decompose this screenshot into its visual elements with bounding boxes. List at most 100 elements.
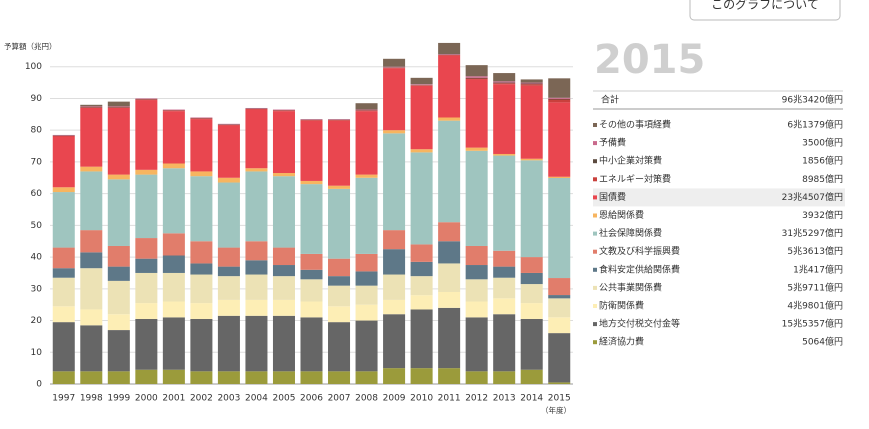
- bar-segment: [493, 81, 516, 83]
- panel-amount: 3932億円: [802, 209, 843, 221]
- bar-segment: [245, 371, 268, 384]
- x-tick-label: 2001: [162, 394, 185, 404]
- bar-segment: [410, 149, 433, 153]
- bar-segment: [52, 371, 75, 384]
- bar-segment: [438, 291, 461, 308]
- panel-amount: 3500億円: [802, 137, 843, 149]
- bar-segment: [383, 274, 406, 300]
- bar-segment: [410, 309, 433, 369]
- legend-swatch: [593, 177, 597, 182]
- bar-segment: [190, 371, 213, 384]
- bar-segment: [217, 266, 240, 277]
- bar-segment: [162, 109, 185, 111]
- bar-segment: [245, 109, 268, 169]
- bar-segment: [300, 184, 323, 254]
- bar-segment: [355, 109, 378, 111]
- bar-segment: [80, 309, 103, 326]
- bar-segment: [548, 178, 571, 279]
- x-tick-label: 2003: [217, 394, 240, 404]
- bar-segment: [355, 253, 378, 272]
- bar-segment: [355, 103, 378, 110]
- legend-swatch: [593, 159, 597, 164]
- bar-segment: [80, 107, 103, 108]
- bar-segment: [465, 79, 488, 148]
- bar-segment: [217, 247, 240, 267]
- bar-segment: [135, 272, 158, 304]
- about-button[interactable]: [689, 0, 841, 21]
- bar-segment: [135, 169, 158, 175]
- legend-label: 社会保障関係費: [599, 227, 662, 239]
- bar-segment: [245, 107, 268, 109]
- bar-segment: [300, 279, 323, 302]
- bar-segment: [217, 177, 240, 183]
- bar-segment: [80, 104, 103, 107]
- bar-segment: [465, 371, 488, 384]
- bar-segment: [548, 176, 571, 179]
- bar-segment: [162, 272, 185, 302]
- legend-label: 恩給関係費: [599, 209, 644, 221]
- bar-segment: [162, 317, 185, 370]
- y-tick-label: 80: [31, 126, 43, 136]
- bar-segment: [190, 318, 213, 372]
- bar-segment: [162, 163, 185, 169]
- bar-segment: [272, 315, 295, 372]
- about-button-label[interactable]: このグラフについて: [711, 0, 819, 12]
- bar-segment: [300, 180, 323, 185]
- bar-segment: [162, 255, 185, 273]
- bar-segment: [520, 257, 543, 273]
- bar-segment: [548, 382, 571, 384]
- bar-segment: [52, 268, 75, 278]
- panel-year: 2015: [594, 37, 705, 83]
- legend-swatch: [593, 304, 597, 308]
- bar-segment: [548, 295, 571, 299]
- bar-segment: [438, 54, 461, 55]
- bar-segment: [190, 303, 213, 319]
- bar-segment: [190, 274, 213, 304]
- bar-segment: [410, 261, 433, 277]
- legend-swatch: [593, 213, 597, 218]
- y-axis-label: 予算額（兆円）: [4, 41, 57, 51]
- panel-amount: 8985億円: [802, 173, 843, 185]
- bar-segment: [217, 315, 240, 372]
- bar-segment: [107, 107, 130, 108]
- bar-segment: [217, 371, 240, 384]
- legend-label: 国債費: [599, 191, 626, 203]
- bar-segment: [300, 119, 323, 120]
- bar-segment: [135, 258, 158, 273]
- bar-segment: [438, 117, 461, 121]
- bar-segment: [245, 168, 268, 172]
- bar-segment: [162, 233, 185, 256]
- bar-segment: [300, 120, 323, 181]
- legend-label: 予備費: [599, 137, 626, 149]
- y-tick-label: 30: [31, 284, 43, 294]
- bar-segment: [52, 277, 75, 307]
- bar-segment: [383, 230, 406, 250]
- bar-segment: [465, 317, 488, 372]
- y-tick-label: 60: [31, 189, 43, 199]
- bar-segment: [217, 299, 240, 316]
- bar-segment: [465, 150, 488, 246]
- bar-segment: [520, 85, 543, 159]
- bar-segment: [465, 65, 488, 77]
- y-tick-label: 0: [36, 380, 42, 390]
- legend-label: 公共事業関係費: [599, 281, 662, 293]
- bar-segment: [217, 124, 240, 126]
- y-tick-label: 10: [31, 348, 43, 358]
- bar-segment: [52, 247, 75, 269]
- bar-segment: [383, 314, 406, 369]
- legend-swatch: [593, 340, 597, 345]
- y-tick-label: 70: [31, 157, 43, 167]
- bar-segment: [135, 98, 158, 100]
- bar-segment: [52, 134, 75, 136]
- bar-segment: [107, 330, 130, 372]
- bar-segment: [383, 68, 406, 131]
- x-axis-unit: （年度）: [541, 405, 571, 415]
- bar-segment: [355, 320, 378, 372]
- bar-segment: [548, 298, 571, 318]
- bar-segment: [383, 58, 406, 67]
- bar-segment: [300, 317, 323, 372]
- bar-segment: [190, 171, 213, 177]
- bar-segment: [245, 315, 268, 372]
